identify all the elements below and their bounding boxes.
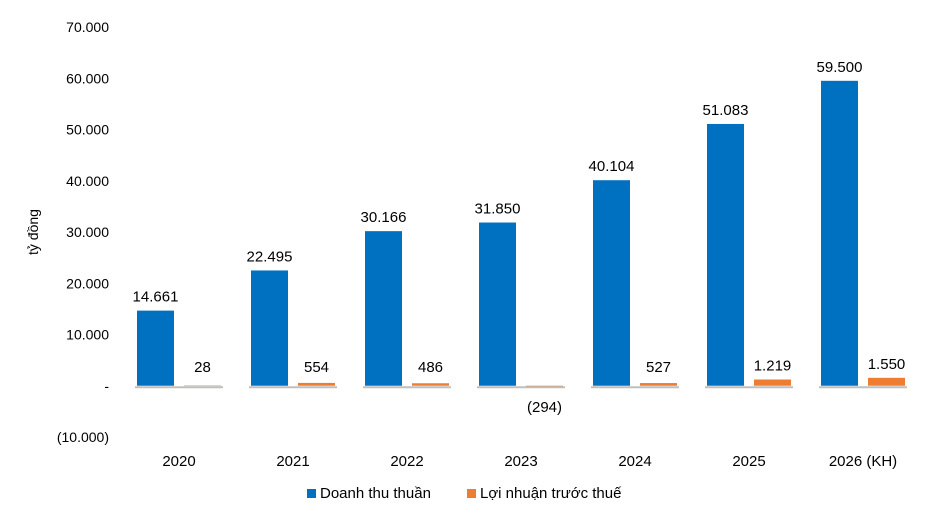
- bar-doanh-thu: [137, 310, 174, 386]
- y-axis: (10.000) - 10.000 20.000 30.000 40.000 50.000 6…: [57, 19, 109, 445]
- data-label-doanh-thu: 14.661: [133, 289, 179, 306]
- data-label-doanh-thu: 22.495: [247, 248, 293, 265]
- x-tick-label: 2026 (KH): [829, 453, 897, 470]
- bar-doanh-thu: [707, 123, 744, 386]
- bar-doanh-thu: [593, 180, 630, 386]
- bar-loi-nhuan: [298, 382, 335, 386]
- legend-label-doanh-thu: Doanh thu thuần: [320, 485, 431, 502]
- data-label-doanh-thu: 40.104: [589, 158, 635, 175]
- data-label-doanh-thu: 30.166: [361, 209, 407, 226]
- bar-loi-nhuan: [754, 379, 791, 386]
- bar-loi-nhuan: [868, 377, 905, 386]
- data-label-loi-nhuan: (294): [527, 399, 562, 416]
- bars: 14.661 28 22.495 554 30.166 486 31.850 (294) 40.…: [133, 59, 907, 416]
- bar-doanh-thu: [251, 270, 288, 386]
- y-tick-label: (10.000): [57, 429, 109, 445]
- legend-swatch-loi-nhuan: [467, 489, 476, 498]
- data-label-loi-nhuan: 1.550: [868, 356, 906, 373]
- y-tick-label: 20.000: [66, 275, 109, 291]
- data-label-doanh-thu: 59.500: [817, 59, 863, 76]
- data-label-loi-nhuan: 1.219: [754, 358, 792, 375]
- data-label-loi-nhuan: 28: [194, 359, 211, 376]
- legend-swatch-doanh-thu: [307, 489, 316, 498]
- bar-doanh-thu: [479, 222, 516, 386]
- data-label-loi-nhuan: 486: [418, 359, 443, 376]
- data-label-loi-nhuan: 527: [646, 359, 671, 376]
- x-axis: 2020 2021 2022 2023 2024 2025 2026 (KH): [162, 453, 897, 470]
- x-tick-label: 2022: [390, 453, 423, 470]
- y-tick-label: 70.000: [66, 19, 109, 35]
- x-tick-label: 2023: [504, 453, 537, 470]
- y-tick-label: 60.000: [66, 70, 109, 86]
- y-tick-label: 10.000: [66, 327, 109, 343]
- y-tick-label: 30.000: [66, 224, 109, 240]
- y-tick-label: 50.000: [66, 122, 109, 138]
- legend: Doanh thu thuần Lợi nhuận trước thuế: [307, 485, 622, 502]
- x-tick-label: 2020: [162, 453, 195, 470]
- y-tick-label: -: [104, 378, 109, 394]
- legend-label-loi-nhuan: Lợi nhuận trước thuế: [480, 485, 622, 502]
- y-axis-label: tỷ đồng: [25, 209, 41, 255]
- x-tick-label: 2025: [732, 453, 765, 470]
- bar-doanh-thu: [365, 231, 402, 386]
- y-tick-label: 40.000: [66, 173, 109, 189]
- data-label-doanh-thu: 31.850: [475, 201, 521, 218]
- x-tick-label: 2024: [618, 453, 651, 470]
- bar-loi-nhuan: [412, 383, 449, 386]
- data-label-doanh-thu: 51.083: [703, 102, 749, 119]
- bar-loi-nhuan: [184, 385, 221, 387]
- data-label-loi-nhuan: 554: [304, 359, 329, 376]
- bar-loi-nhuan: [640, 383, 677, 386]
- x-tick-label: 2021: [276, 453, 309, 470]
- bar-doanh-thu: [821, 80, 858, 386]
